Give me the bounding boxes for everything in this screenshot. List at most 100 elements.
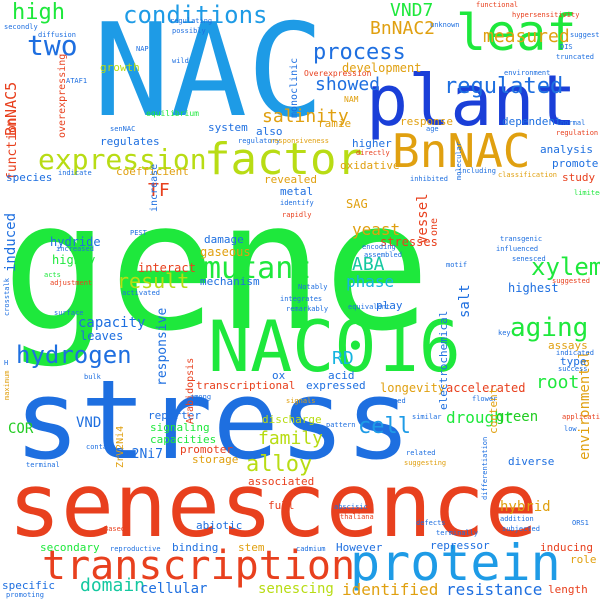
word-discharge: discharge: [262, 413, 322, 426]
word-high: high: [12, 0, 65, 25]
word-abiotic: abiotic: [196, 519, 243, 532]
word-metal: metal: [280, 185, 314, 198]
word-nam: NAM: [344, 95, 359, 104]
word-similar: similar: [412, 413, 442, 421]
word-promote: promote: [552, 157, 599, 170]
word-regulates: regulates: [100, 135, 160, 148]
word-longevity: longevity: [380, 381, 446, 395]
word-one: one: [429, 217, 440, 236]
word-vnd7: VND7: [390, 0, 434, 21]
word-equilibrium: equilibrium: [146, 109, 199, 118]
word-sag: SAG: [346, 197, 368, 211]
word-reproductive: reproductive: [110, 545, 161, 553]
word-abscisic: abscisic: [334, 503, 368, 511]
word-addition: addition: [500, 515, 534, 523]
word-surface: surface: [54, 309, 84, 317]
word-capacities: capacities: [150, 433, 217, 446]
word-length: length: [548, 583, 588, 596]
word-play: play: [376, 299, 403, 312]
word-type: type: [560, 355, 587, 368]
word-equivalent: equivalent: [348, 303, 391, 311]
word-defects: defects: [416, 519, 446, 527]
word-hybrid: hybrid: [500, 499, 551, 515]
word-highly: highly: [52, 253, 96, 267]
word-study: study: [562, 171, 596, 184]
word-secondly: secondly: [4, 23, 38, 31]
word-wild: wild: [172, 57, 189, 65]
word-suggesting: suggesting: [404, 459, 447, 467]
word-h: H: [4, 359, 9, 367]
word-salinity: salinity: [262, 106, 349, 127]
word-maximum: maximum: [3, 370, 11, 400]
word-vnd: VND: [76, 415, 102, 431]
word-accelerated: accelerated: [446, 381, 526, 395]
word-damage: damage: [204, 233, 244, 246]
word-contain: contain: [86, 443, 116, 451]
word-terminally: terminally: [436, 529, 479, 537]
word-plant: plant: [366, 60, 577, 142]
word-regulatory: regulatory: [238, 137, 281, 145]
word-nac: NAC: [93, 0, 325, 146]
word-aba: ABA: [352, 254, 385, 275]
word-analysis: analysis: [540, 143, 593, 156]
word-senesced: senesced: [512, 255, 546, 263]
word-zr2ni7: Zr2Ni7: [116, 447, 163, 462]
word-adjustment: adjustment: [50, 279, 93, 287]
word-sennac: senNAC: [110, 125, 136, 133]
word-based: Based: [104, 525, 126, 533]
word-specific: specific: [2, 579, 55, 592]
word-applications: applications: [562, 413, 600, 421]
word-nac016: NAC016: [208, 306, 461, 388]
word-hydride: hydride: [50, 235, 101, 249]
word-mutant: mutant: [203, 251, 312, 286]
word-assays: assays: [548, 339, 588, 352]
word-regulated: regulated: [444, 74, 564, 99]
word-role: role: [570, 553, 597, 566]
word-limited: limited: [574, 189, 600, 197]
word-full: full: [268, 499, 295, 512]
word-bnnac2: BnNAC2: [370, 18, 436, 39]
word-process: process: [313, 40, 406, 65]
word-hydrogen: hydrogen: [16, 341, 132, 369]
word-capacity: capacity: [78, 315, 146, 331]
word-regulation: regulation: [556, 129, 599, 137]
word-functional: functional: [476, 1, 519, 9]
word-arabidopsis: Arabidopsis: [185, 357, 196, 424]
word-motif: motif: [446, 261, 468, 269]
word-highest: highest: [508, 281, 559, 295]
word-dependent: dependent: [502, 115, 562, 128]
word-tf: TF: [148, 180, 170, 201]
word-age: age: [426, 125, 439, 133]
word-senescing: senescing: [258, 581, 334, 597]
word-expressed: expressed: [306, 379, 366, 392]
word-crosstalk: crosstalk: [3, 278, 11, 316]
word-induced: induced: [3, 212, 19, 272]
word-acts: acts: [44, 271, 61, 279]
word-nap: NAP: [136, 45, 149, 53]
word-green: green: [496, 409, 539, 425]
word-stem: stem: [238, 541, 265, 554]
word-low: low: [564, 425, 577, 433]
word-response: response: [400, 115, 453, 128]
word-yeast: yeast: [352, 220, 401, 239]
word-ox: ox: [272, 369, 286, 382]
word-repressor: repressor: [430, 539, 490, 552]
word-alloy: alloy: [246, 452, 313, 477]
word-drought: drought: [446, 408, 514, 427]
word-stress: stress: [14, 356, 412, 484]
word-diverse: diverse: [508, 455, 555, 468]
word-molecular: molecular: [455, 142, 463, 180]
word-bulk: bulk: [84, 373, 101, 381]
word-resistance: resistance: [446, 580, 543, 599]
word-assembled: assembled: [364, 251, 402, 259]
word-monoclinic: monoclinic: [289, 57, 300, 118]
word-increase: increase: [149, 163, 160, 212]
word-success: success: [558, 365, 588, 373]
word-terminal: terminal: [26, 461, 60, 469]
word-acid: acid: [328, 369, 355, 382]
word-bnnac: BnNAC: [392, 124, 531, 178]
word-ors1: ORS1: [572, 519, 589, 527]
word-hypersensitivity: hypersensitivity: [512, 11, 580, 19]
word-phase: phase: [346, 272, 395, 291]
word-transgenic: transgenic: [500, 235, 543, 243]
